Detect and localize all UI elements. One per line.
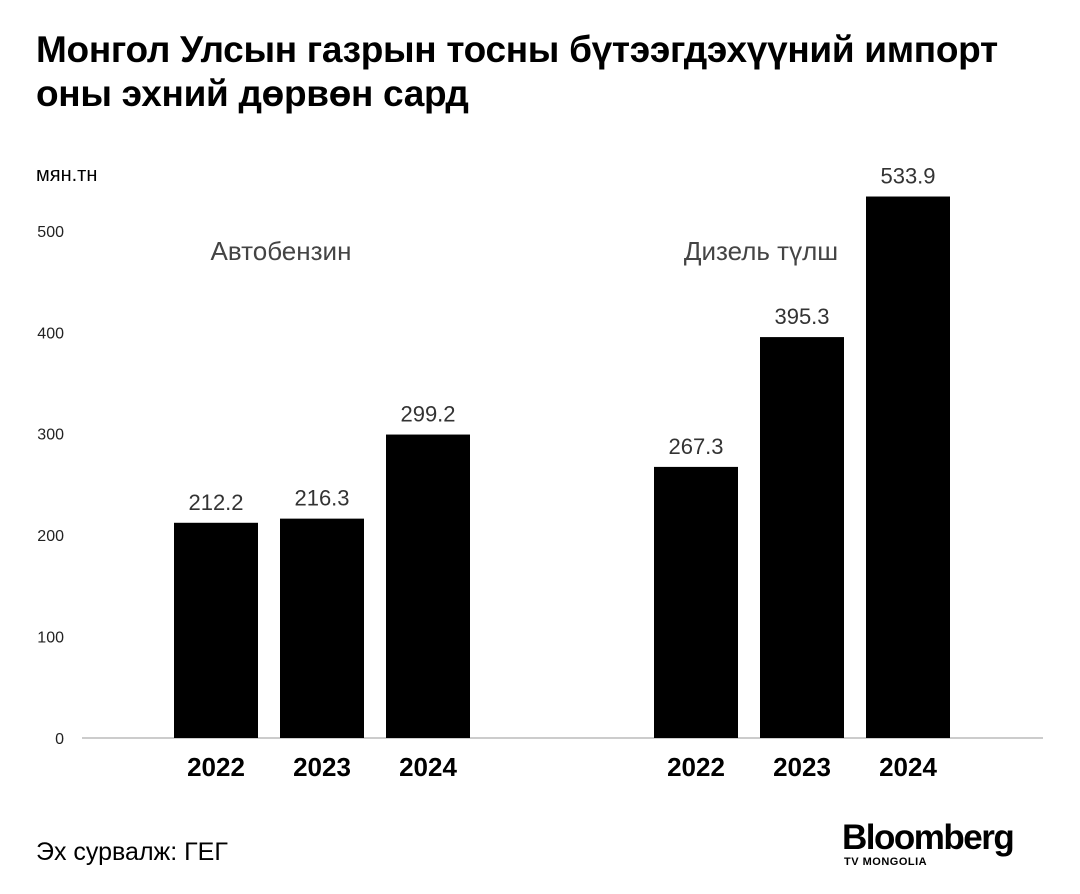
x-tick-label: 2024	[399, 752, 457, 782]
y-tick-label: 400	[37, 325, 64, 342]
bar	[174, 522, 258, 738]
bar-value-label: 533.9	[880, 164, 935, 189]
bar-value-label: 395.3	[774, 304, 829, 329]
x-tick-label: 2024	[879, 752, 937, 782]
logo-subtitle: TV MONGOLIA	[844, 856, 928, 868]
x-tick-label: 2023	[293, 752, 351, 782]
group-label: Автобензин	[211, 236, 352, 266]
bar-group: Дизель түлш 267.3 2022 395.3 2023 533.9 2024	[654, 164, 950, 782]
x-tick-label: 2022	[187, 752, 245, 782]
bar-value-label: 267.3	[668, 434, 723, 459]
bar	[866, 196, 950, 738]
bar	[654, 466, 738, 738]
bar	[280, 518, 364, 738]
group-label: Дизель түлш	[684, 236, 838, 266]
bar	[386, 434, 470, 738]
bar-groups: Автобензин212.22022216.32023299.22024Диз…	[174, 164, 950, 782]
y-tick-label: 0	[55, 731, 64, 748]
y-axis-ticks: 0 100 200 300 400 500	[37, 224, 64, 748]
bar	[760, 337, 844, 738]
x-tick-label: 2022	[667, 752, 725, 782]
bar-group: Автобензин 212.2 2022 216.3 2023 299.2 2024	[174, 236, 470, 782]
bar-value-label: 299.2	[400, 402, 455, 427]
chart-title: Монгол Улсын газрын тосны бүтээгдэхүүний…	[36, 29, 998, 114]
y-tick-label: 100	[37, 630, 64, 647]
bloomberg-logo: Bloomberg TV MONGOLIA	[842, 818, 1042, 869]
y-tick-label: 200	[37, 528, 64, 545]
x-tick-label: 2023	[773, 752, 831, 782]
y-tick-label: 500	[37, 224, 64, 241]
y-tick-label: 300	[37, 427, 64, 444]
bar-value-label: 216.3	[294, 486, 349, 511]
source-note: Эх сурвалж: ГЕГ	[36, 838, 228, 866]
logo-wordmark: Bloomberg	[842, 818, 1015, 857]
y-axis-unit-label: мян.тн	[36, 164, 97, 186]
bar-value-label: 212.2	[188, 490, 243, 515]
